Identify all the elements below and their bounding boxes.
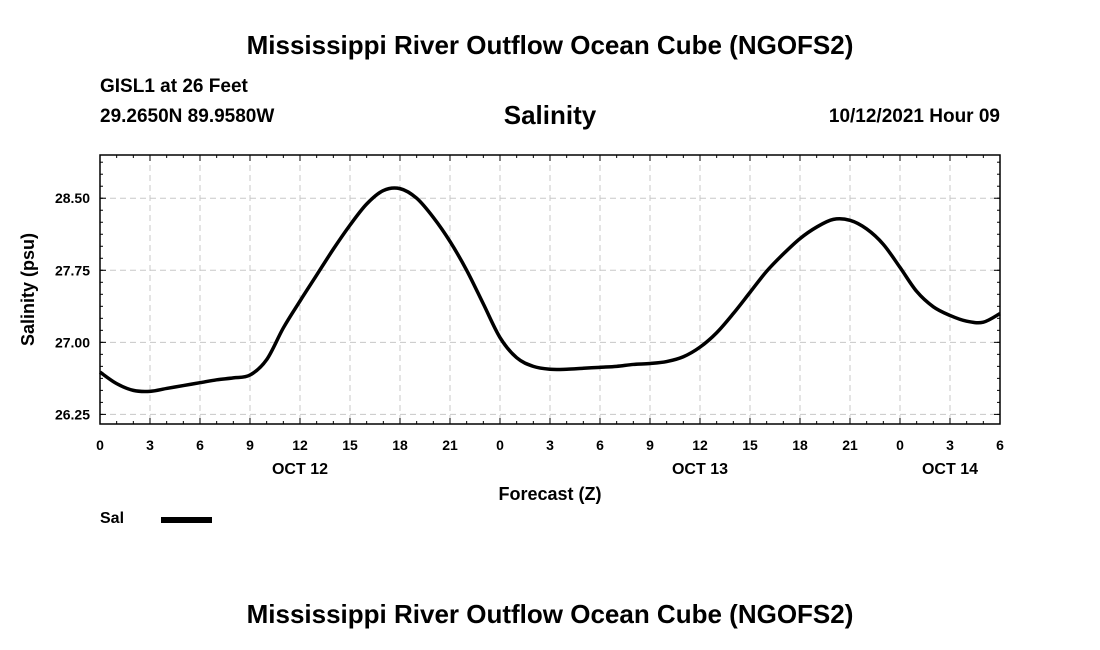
- x-date-label: OCT 13: [672, 461, 728, 478]
- x-date-label: OCT 12: [272, 461, 328, 478]
- footer-title: Mississippi River Outflow Ocean Cube (NG…: [246, 599, 854, 629]
- x-tick-label: 0: [496, 437, 504, 453]
- series-line-sal: [98, 186, 1001, 394]
- x-tick-label: 15: [342, 437, 358, 453]
- forecast-datetime: 10/12/2021 Hour 09: [828, 106, 1000, 127]
- x-tick-label: 18: [792, 437, 808, 453]
- coordinates-label: 29.2650N 89.9580W: [100, 106, 275, 127]
- x-tick-label: 12: [692, 437, 708, 453]
- tick-labels: 0 3 6 9 12 15 18 21 0 3 6 9 12 15 18 21 0 3 6 OCT 12 OCT 13 O…: [55, 190, 1004, 478]
- station-label: GISL1 at 26 Feet: [100, 76, 248, 97]
- x-tick-label: 3: [946, 437, 954, 453]
- legend-line-swatch: [161, 517, 212, 523]
- x-tick-label: 6: [196, 437, 204, 453]
- x-tick-label: 18: [392, 437, 408, 453]
- x-tick-label: 21: [842, 437, 858, 453]
- x-tick-label: 0: [96, 437, 104, 453]
- legend-label: Sal: [100, 510, 125, 527]
- x-tick-label: 15: [742, 437, 758, 453]
- x-tick-label: 21: [442, 437, 458, 453]
- x-tick-label: 6: [596, 437, 604, 453]
- x-tick-label: 6: [996, 437, 1004, 453]
- y-tick-label: 28.50: [55, 190, 90, 206]
- x-date-label: OCT 14: [922, 461, 978, 478]
- chart-title: Mississippi River Outflow Ocean Cube (NG…: [246, 30, 854, 60]
- x-axis-label: Forecast (Z): [498, 484, 601, 504]
- x-tick-label: 9: [246, 437, 254, 453]
- x-tick-label: 0: [896, 437, 904, 453]
- y-tick-label: 26.25: [55, 406, 90, 422]
- x-tick-label: 9: [646, 437, 654, 453]
- y-tick-label: 27.75: [55, 262, 90, 278]
- x-tick-label: 3: [546, 437, 554, 453]
- plot-frame: [99, 154, 1001, 425]
- variable-title: Salinity: [503, 100, 597, 130]
- x-tick-label: 3: [146, 437, 154, 453]
- y-tick-label: 27.00: [55, 334, 90, 350]
- grid-lines: [100, 155, 1000, 424]
- x-tick-label: 12: [292, 437, 308, 453]
- y-axis-label: Salinity (psu): [18, 233, 38, 346]
- series-layer: [98, 186, 1001, 394]
